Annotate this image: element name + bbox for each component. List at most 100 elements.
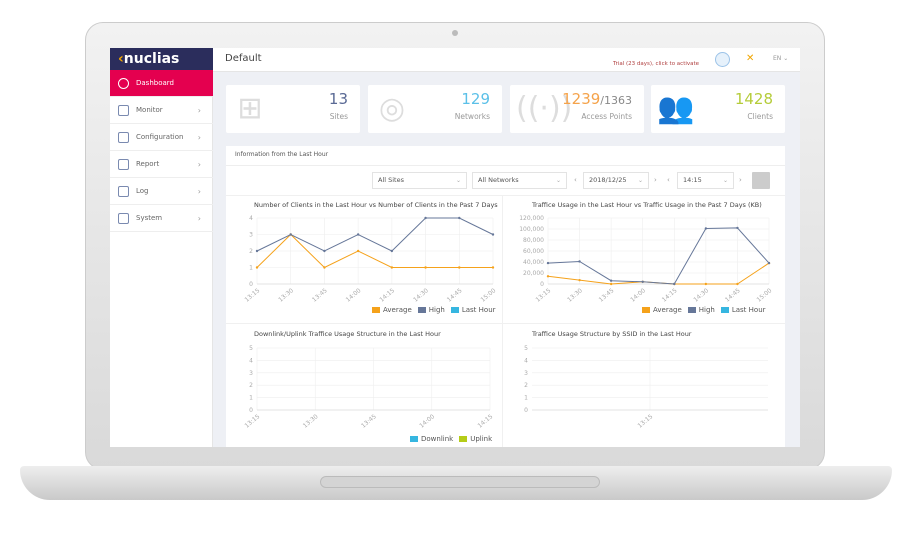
logo[interactable]: ‹nuclias (110, 48, 213, 70)
y-tick-label: 4 (249, 357, 253, 364)
legend-label: Last Hour (731, 306, 766, 314)
trial-activate-link[interactable]: Trial (23 days), click to activate (613, 61, 700, 67)
x-tick-label: 14:45 (724, 287, 742, 304)
card-clients[interactable]: 👥 1428 Clients (651, 85, 785, 133)
data-point (704, 282, 708, 286)
log-icon (118, 186, 129, 197)
y-tick-label: 4 (524, 357, 528, 364)
legend-label: High (698, 306, 715, 314)
legend-swatch (417, 307, 426, 313)
legend-swatch (459, 436, 468, 442)
data-point (289, 233, 292, 236)
card-access-points[interactable]: ((·)) 1239/1363 Access Points (510, 85, 644, 133)
legend-item[interactable]: High (412, 306, 445, 314)
data-point (578, 278, 581, 282)
y-tick-label: 120,000 (519, 215, 544, 222)
next-date-button[interactable]: › (654, 176, 657, 184)
legend-item[interactable]: Last Hour (715, 306, 766, 314)
legend-label: Downlink (421, 435, 454, 443)
sidebar-item-label: Report (136, 160, 160, 168)
divider (502, 195, 503, 447)
sidebar-item-system[interactable]: System › (110, 205, 213, 232)
series-line-average (256, 233, 493, 269)
series-line-average (547, 262, 770, 285)
chevron-down-icon: ⌄ (722, 177, 728, 184)
y-tick-label: 3 (524, 370, 528, 377)
date-picker[interactable]: 2018/12/25 ⌄ (583, 172, 649, 189)
x-tick-label: 13:15 (244, 287, 262, 304)
data-point (458, 216, 461, 220)
export-button[interactable] (752, 172, 770, 189)
legend-item[interactable]: Downlink (404, 435, 453, 443)
sites-label: Sites (329, 112, 348, 121)
y-tick-label: 2 (524, 382, 528, 389)
downlink-uplink-legend[interactable]: Downlink Uplink (404, 435, 492, 443)
legend-item[interactable]: Uplink (453, 435, 492, 443)
data-point (491, 266, 495, 269)
x-tick-label: 13:30 (302, 413, 320, 430)
last-hour-panel: Information from the Last Hour All Sites… (226, 146, 785, 447)
data-point (390, 266, 394, 269)
y-tick-label: 100,000 (519, 226, 544, 233)
x-tick-label: 14:30 (692, 287, 710, 304)
access-points-total: /1363 (600, 94, 632, 107)
chevron-right-icon: › (197, 187, 201, 196)
y-tick-label: 1 (524, 395, 528, 402)
data-point (356, 233, 360, 236)
legend-item[interactable]: Average (636, 306, 682, 314)
chevron-right-icon: › (197, 106, 201, 115)
chevron-right-icon: › (197, 214, 201, 223)
x-tick-label: 14:15 (378, 287, 396, 304)
y-tick-label: 3 (249, 370, 253, 377)
legend-item[interactable]: Last Hour (445, 306, 496, 314)
prev-time-button[interactable]: ‹ (667, 176, 670, 184)
x-tick-label: 13:45 (311, 287, 329, 304)
prev-date-button[interactable]: ‹ (574, 176, 577, 184)
sidebar-item-configuration[interactable]: Configuration › (110, 124, 213, 151)
legend-item[interactable]: Average (366, 306, 412, 314)
report-icon (118, 159, 129, 170)
data-point (673, 282, 676, 286)
sidebar-item-label: Dashboard (136, 79, 174, 87)
y-tick-label: 1 (249, 265, 253, 272)
data-point (546, 261, 550, 265)
next-time-button[interactable]: › (739, 176, 742, 184)
x-tick-label: 14:00 (418, 413, 436, 430)
x-tick-label: 13:15 (535, 287, 553, 304)
downlink-uplink-chart-title: Downlink/Uplink Traffice Usage Structure… (254, 330, 441, 338)
series-line-high (547, 227, 770, 285)
avatar[interactable] (715, 52, 730, 67)
card-sites[interactable]: ⊞ 13 Sites (226, 85, 360, 133)
legend-item[interactable]: High (682, 306, 715, 314)
y-tick-label: 80,000 (523, 237, 544, 244)
sidebar-item-label: Configuration (136, 133, 184, 141)
y-tick-label: 0 (540, 281, 544, 288)
x-tick-label: 14:45 (446, 287, 464, 304)
divider (226, 165, 785, 166)
language-select[interactable]: EN ⌄ (773, 55, 789, 62)
legend-swatch (450, 307, 459, 313)
data-point (736, 282, 739, 286)
legend-swatch (687, 307, 696, 313)
sidebar-item-dashboard[interactable]: Dashboard (110, 70, 213, 97)
logo-text: nuclias (123, 51, 180, 67)
x-tick-label: 13:45 (598, 287, 616, 304)
data-point (704, 227, 708, 230)
chevron-right-icon: › (197, 160, 201, 169)
chevron-down-icon: ⌄ (555, 177, 561, 184)
network-select[interactable]: All Networks ⌄ (472, 172, 567, 189)
sidebar-item-log[interactable]: Log › (110, 178, 213, 205)
legend-swatch (642, 307, 650, 313)
traffic-chart-legend[interactable]: Average High Last Hour (636, 306, 766, 314)
share-icon[interactable]: ✕ (746, 53, 755, 64)
sidebar-item-report[interactable]: Report › (110, 151, 213, 178)
data-point (578, 260, 581, 263)
site-select[interactable]: All Sites ⌄ (372, 172, 467, 189)
legend-label: Uplink (470, 435, 493, 443)
time-picker[interactable]: 14:15 ⌄ (677, 172, 734, 189)
data-point (424, 216, 427, 220)
clients-chart-legend[interactable]: Average High Last Hour (366, 306, 496, 314)
data-point (767, 261, 771, 265)
card-networks[interactable]: ◎ 129 Networks (368, 85, 502, 133)
sidebar-item-monitor[interactable]: Monitor › (110, 97, 213, 124)
